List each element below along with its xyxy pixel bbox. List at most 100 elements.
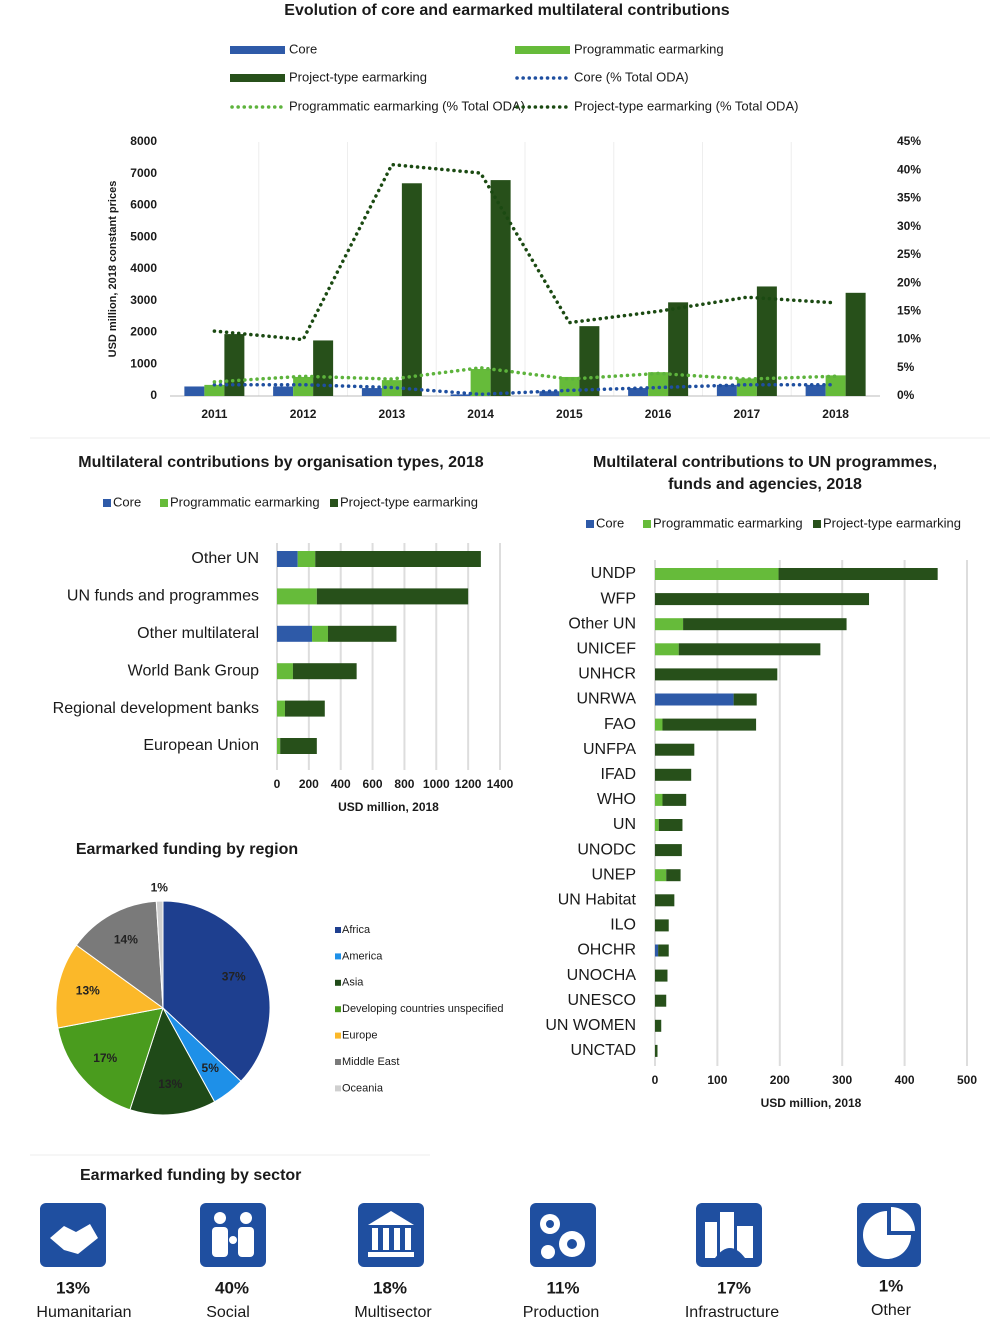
sector-label: Infrastructure	[685, 1304, 779, 1321]
y-tick-label: 6000	[130, 198, 157, 212]
legend-label: Project-type earmarking	[340, 494, 478, 509]
bar-segment	[658, 819, 683, 831]
x-tick-label: 2011	[201, 407, 227, 421]
bar	[559, 376, 580, 396]
legend-label: Europe	[342, 1030, 377, 1042]
y2-tick-label: 0%	[897, 388, 915, 402]
legend-swatch	[335, 1059, 341, 1065]
legend-swatch	[230, 74, 285, 82]
legend-label: Project-type earmarking	[823, 515, 961, 530]
bar-segment	[655, 969, 668, 982]
line	[212, 382, 838, 397]
x-tick-label: 100	[707, 1073, 727, 1087]
x-tick-label: 2015	[556, 407, 583, 421]
x-axis-title: USD million, 2018	[761, 1096, 862, 1110]
bar-segment	[655, 568, 779, 580]
bar	[628, 388, 649, 396]
slice-label: 17%	[93, 1051, 117, 1065]
sector-icon	[358, 1203, 424, 1267]
x-tick-label: 400	[331, 777, 351, 791]
legend-label: America	[342, 950, 383, 962]
category-label: OHCHR	[577, 942, 636, 959]
legend-swatch	[515, 46, 570, 54]
line	[212, 162, 838, 342]
category-label: UNCTAD	[571, 1042, 636, 1059]
bar-segment	[778, 568, 938, 580]
category-label: Other UN	[568, 615, 636, 632]
bar-segment	[655, 593, 870, 606]
x-tick-label: 300	[832, 1073, 852, 1087]
sector-share: 13%	[56, 1278, 90, 1297]
legend-swatch	[643, 520, 651, 528]
bar	[490, 180, 511, 396]
category-label: UNOCHA	[567, 967, 637, 984]
x-tick-label: 600	[363, 777, 383, 791]
x-tick-label: 2013	[379, 407, 406, 421]
bar	[293, 376, 314, 396]
bar-segment	[277, 738, 281, 754]
sector-icon	[40, 1203, 106, 1267]
x-tick-label: 0	[652, 1073, 659, 1087]
bar-segment	[678, 643, 821, 656]
y2-tick-label: 20%	[897, 275, 921, 289]
category-label: European Union	[143, 737, 259, 754]
bar	[579, 326, 600, 396]
category-label: Other multilateral	[137, 625, 259, 642]
bar	[224, 334, 245, 396]
y-tick-label: 1000	[130, 356, 157, 370]
bar-segment	[277, 588, 317, 605]
sector-panel: Earmarked funding by sector 13% Humanita…	[36, 1167, 921, 1321]
bar	[450, 394, 471, 396]
x-tick-label: 2014	[467, 407, 494, 421]
legend-swatch	[335, 1006, 341, 1013]
legend-label: Core	[596, 515, 624, 530]
bar-segment	[655, 793, 663, 806]
bar	[401, 183, 422, 396]
bar-segment	[655, 743, 695, 756]
x-tick-label: 2017	[734, 407, 761, 421]
y2-tick-label: 40%	[897, 162, 921, 176]
legend-label: Core (% Total ODA)	[574, 69, 689, 84]
y2-tick-label: 45%	[897, 134, 921, 148]
bar-segment	[655, 668, 778, 681]
category-label: WHO	[597, 791, 636, 808]
bar-segment	[655, 919, 669, 932]
legend-swatch	[335, 1085, 341, 1092]
category-label: IFAD	[600, 766, 636, 783]
bar-segment	[655, 994, 667, 1007]
x-tick-label: 1000	[423, 777, 450, 791]
slice-label: 13%	[76, 983, 100, 997]
legend-label: Project-type earmarking (% Total ODA)	[574, 98, 798, 113]
sector-label: Production	[523, 1304, 600, 1321]
bar	[539, 391, 560, 396]
x-tick-label: 200	[299, 777, 319, 791]
category-label: UNEP	[592, 866, 636, 883]
pie-slice	[162, 900, 271, 1082]
sector-label: Social	[206, 1304, 250, 1321]
legend-label: Project-type earmarking	[289, 69, 427, 84]
category-label: UNDP	[591, 565, 636, 582]
legend-label: Africa	[342, 924, 371, 936]
y2-tick-label: 35%	[897, 191, 921, 205]
y-tick-label: 0	[150, 388, 157, 402]
legend-label: Programmatic earmarking	[170, 494, 320, 509]
sector-share: 17%	[717, 1278, 751, 1297]
x-tick-label: 200	[770, 1073, 790, 1087]
y-tick-label: 2000	[130, 325, 157, 339]
y2-tick-label: 25%	[897, 247, 921, 261]
bar-segment	[284, 700, 325, 717]
bar-segment	[658, 944, 669, 957]
sector-label: Other	[871, 1302, 912, 1319]
legend-label: Programmatic earmarking	[653, 515, 803, 530]
pie-slice	[155, 900, 164, 1009]
bar	[470, 369, 491, 396]
bar-segment	[655, 643, 679, 656]
sector-share: 1%	[879, 1276, 904, 1295]
chart-title: Multilateral contributions to UN program…	[593, 454, 937, 471]
y2-tick-label: 10%	[897, 332, 921, 346]
bar	[648, 372, 669, 396]
legend-swatch	[586, 520, 594, 528]
bar-segment	[312, 625, 328, 642]
legend-label: Oceania	[342, 1082, 384, 1094]
bar-segment	[315, 551, 481, 567]
